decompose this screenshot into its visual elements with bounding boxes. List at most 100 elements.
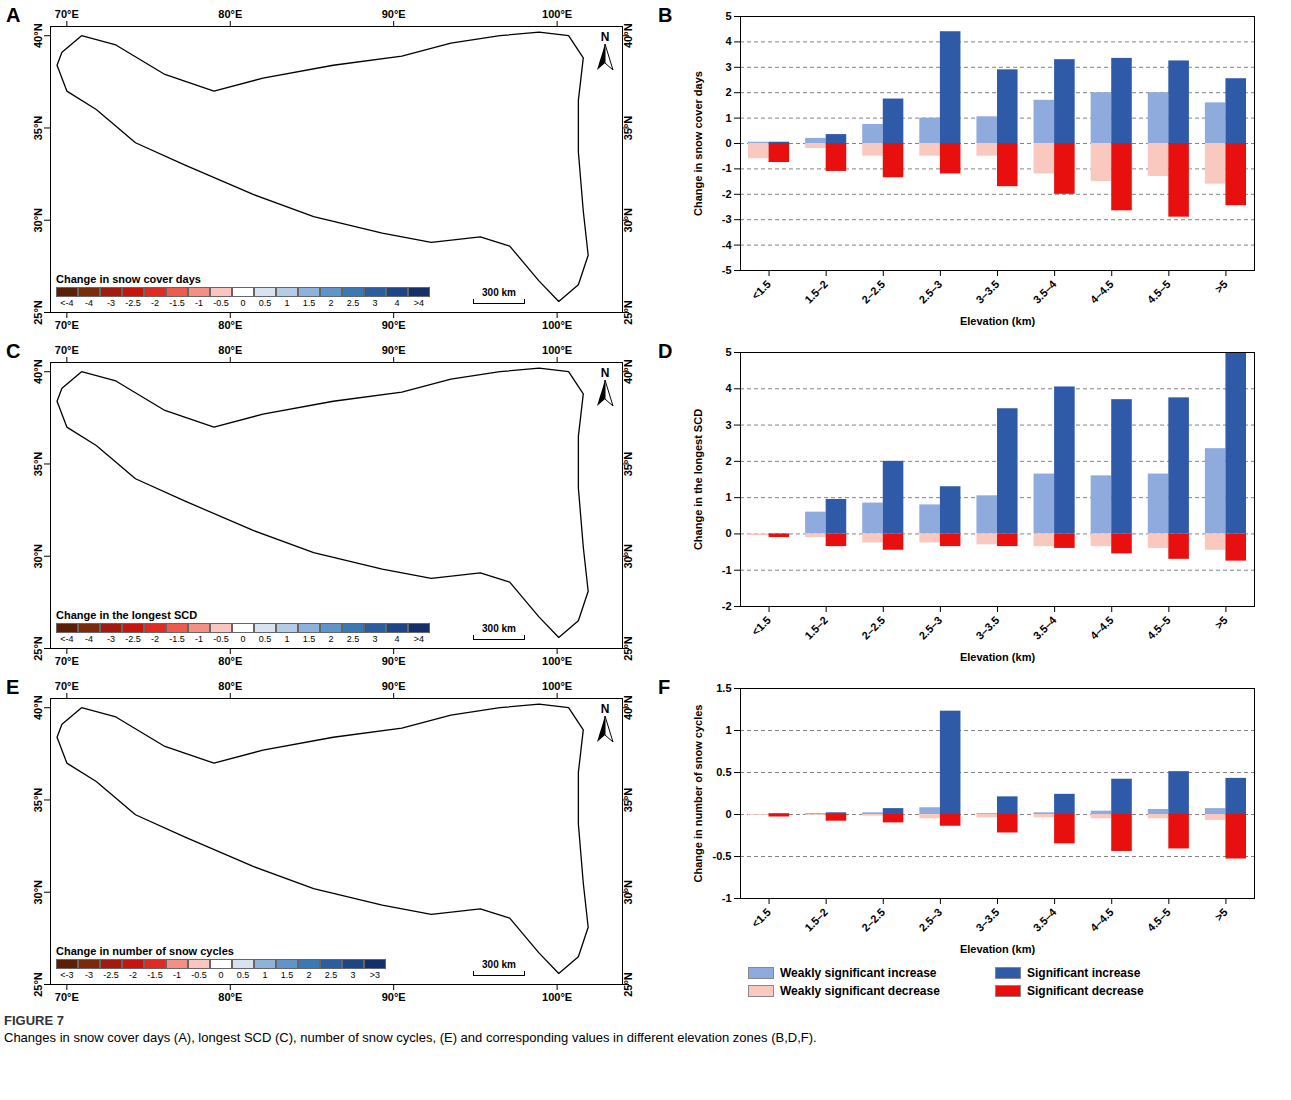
svg-text:2.5–3: 2.5–3	[916, 906, 944, 934]
svg-text:70°E: 70°E	[55, 680, 79, 692]
svg-text:Elevation (km): Elevation (km)	[960, 315, 1036, 327]
svg-text:90°E: 90°E	[382, 655, 406, 667]
svg-text:25°N: 25°N	[32, 300, 44, 325]
svg-text:70°E: 70°E	[55, 991, 79, 1003]
svg-text:40°N: 40°N	[622, 23, 634, 48]
svg-text:70°E: 70°E	[55, 655, 79, 667]
svg-text:-5: -5	[722, 264, 732, 276]
svg-text:35°N: 35°N	[32, 452, 44, 477]
svg-text:2.5–3: 2.5–3	[916, 278, 944, 306]
svg-text:30°N: 30°N	[32, 880, 44, 905]
svg-text:4–4.5: 4–4.5	[1088, 278, 1116, 306]
svg-text:2: 2	[725, 455, 731, 467]
svg-text:30°N: 30°N	[622, 880, 634, 905]
svg-text:25°N: 25°N	[32, 636, 44, 661]
svg-text:90°E: 90°E	[382, 319, 406, 331]
svg-text:30°N: 30°N	[622, 208, 634, 233]
svg-text:Change in snow cover days: Change in snow cover days	[692, 71, 704, 216]
svg-text:-1: -1	[722, 892, 732, 904]
svg-text:3.5–4: 3.5–4	[1031, 613, 1060, 642]
svg-text:Change in number of snow cycle: Change in number of snow cycles	[692, 705, 704, 883]
svg-text:4–4.5: 4–4.5	[1088, 614, 1116, 642]
svg-text:0: 0	[725, 527, 731, 539]
svg-text:80°E: 80°E	[218, 655, 242, 667]
svg-text:-1: -1	[722, 564, 732, 576]
svg-text:4.5–5: 4.5–5	[1145, 614, 1173, 642]
svg-text:35°N: 35°N	[32, 116, 44, 141]
svg-text:35°N: 35°N	[622, 116, 634, 141]
svg-text:>5: >5	[1212, 614, 1229, 631]
svg-text:100°E: 100°E	[542, 991, 572, 1003]
svg-text:90°E: 90°E	[382, 680, 406, 692]
svg-text:4.5–5: 4.5–5	[1145, 906, 1173, 934]
svg-text:30°N: 30°N	[32, 544, 44, 569]
svg-text:35°N: 35°N	[32, 788, 44, 813]
svg-text:5: 5	[725, 10, 731, 22]
svg-text:4: 4	[725, 382, 732, 394]
svg-text:3–3.5: 3–3.5	[973, 906, 1001, 934]
svg-text:30°N: 30°N	[622, 544, 634, 569]
svg-text:30°N: 30°N	[32, 208, 44, 233]
svg-text:-1: -1	[722, 162, 732, 174]
svg-text:>5: >5	[1212, 906, 1229, 923]
svg-text:2.5–3: 2.5–3	[916, 614, 944, 642]
svg-text:90°E: 90°E	[382, 344, 406, 356]
svg-text:2–2.5: 2–2.5	[859, 614, 887, 642]
svg-text:25°N: 25°N	[622, 636, 634, 661]
svg-text:80°E: 80°E	[218, 344, 242, 356]
svg-text:Change in the longest SCD: Change in the longest SCD	[692, 409, 704, 550]
svg-text:40°N: 40°N	[622, 695, 634, 720]
svg-text:2–2.5: 2–2.5	[859, 278, 887, 306]
svg-text:3: 3	[725, 419, 731, 431]
svg-text:5: 5	[725, 346, 731, 358]
svg-text:0: 0	[725, 808, 731, 820]
svg-text:4: 4	[725, 35, 732, 47]
svg-text:25°N: 25°N	[32, 972, 44, 997]
svg-text:-2: -2	[722, 600, 732, 612]
svg-text:40°N: 40°N	[32, 23, 44, 48]
svg-text:3: 3	[725, 61, 731, 73]
svg-text:40°N: 40°N	[622, 359, 634, 384]
svg-text:1: 1	[725, 491, 731, 503]
svg-text:4.5–5: 4.5–5	[1145, 278, 1173, 306]
svg-text:80°E: 80°E	[218, 680, 242, 692]
svg-text:100°E: 100°E	[542, 680, 572, 692]
svg-text:35°N: 35°N	[622, 452, 634, 477]
svg-text:90°E: 90°E	[382, 8, 406, 20]
svg-text:90°E: 90°E	[382, 991, 406, 1003]
svg-text:40°N: 40°N	[32, 695, 44, 720]
svg-text:-4: -4	[722, 239, 733, 251]
svg-text:-3: -3	[722, 213, 732, 225]
svg-text:1: 1	[725, 112, 731, 124]
svg-text:70°E: 70°E	[55, 344, 79, 356]
svg-text:100°E: 100°E	[542, 344, 572, 356]
svg-text:35°N: 35°N	[622, 788, 634, 813]
svg-text:80°E: 80°E	[218, 319, 242, 331]
svg-text:80°E: 80°E	[218, 991, 242, 1003]
svg-text:-0.5: -0.5	[713, 850, 732, 862]
svg-text:<1.5: <1.5	[749, 278, 773, 302]
svg-text:-2: -2	[722, 188, 732, 200]
svg-text:25°N: 25°N	[622, 300, 634, 325]
svg-text:Elevation (km): Elevation (km)	[960, 651, 1036, 663]
svg-text:3.5–4: 3.5–4	[1031, 277, 1060, 306]
svg-text:80°E: 80°E	[218, 8, 242, 20]
svg-text:0.5: 0.5	[716, 766, 731, 778]
svg-text:2: 2	[725, 86, 731, 98]
svg-text:100°E: 100°E	[542, 8, 572, 20]
svg-text:100°E: 100°E	[542, 655, 572, 667]
svg-text:4–4.5: 4–4.5	[1088, 906, 1116, 934]
svg-text:>5: >5	[1212, 278, 1229, 295]
svg-text:70°E: 70°E	[55, 319, 79, 331]
svg-text:Elevation (km): Elevation (km)	[960, 943, 1036, 955]
svg-text:1.5: 1.5	[716, 682, 731, 694]
svg-text:3–3.5: 3–3.5	[973, 614, 1001, 642]
svg-text:1.5–2: 1.5–2	[802, 278, 830, 306]
svg-text:25°N: 25°N	[622, 972, 634, 997]
svg-text:3.5–4: 3.5–4	[1031, 905, 1060, 934]
svg-text:3–3.5: 3–3.5	[973, 278, 1001, 306]
svg-text:<1.5: <1.5	[749, 614, 773, 638]
svg-text:2–2.5: 2–2.5	[859, 906, 887, 934]
svg-text:1: 1	[725, 724, 731, 736]
svg-text:1.5–2: 1.5–2	[802, 614, 830, 642]
